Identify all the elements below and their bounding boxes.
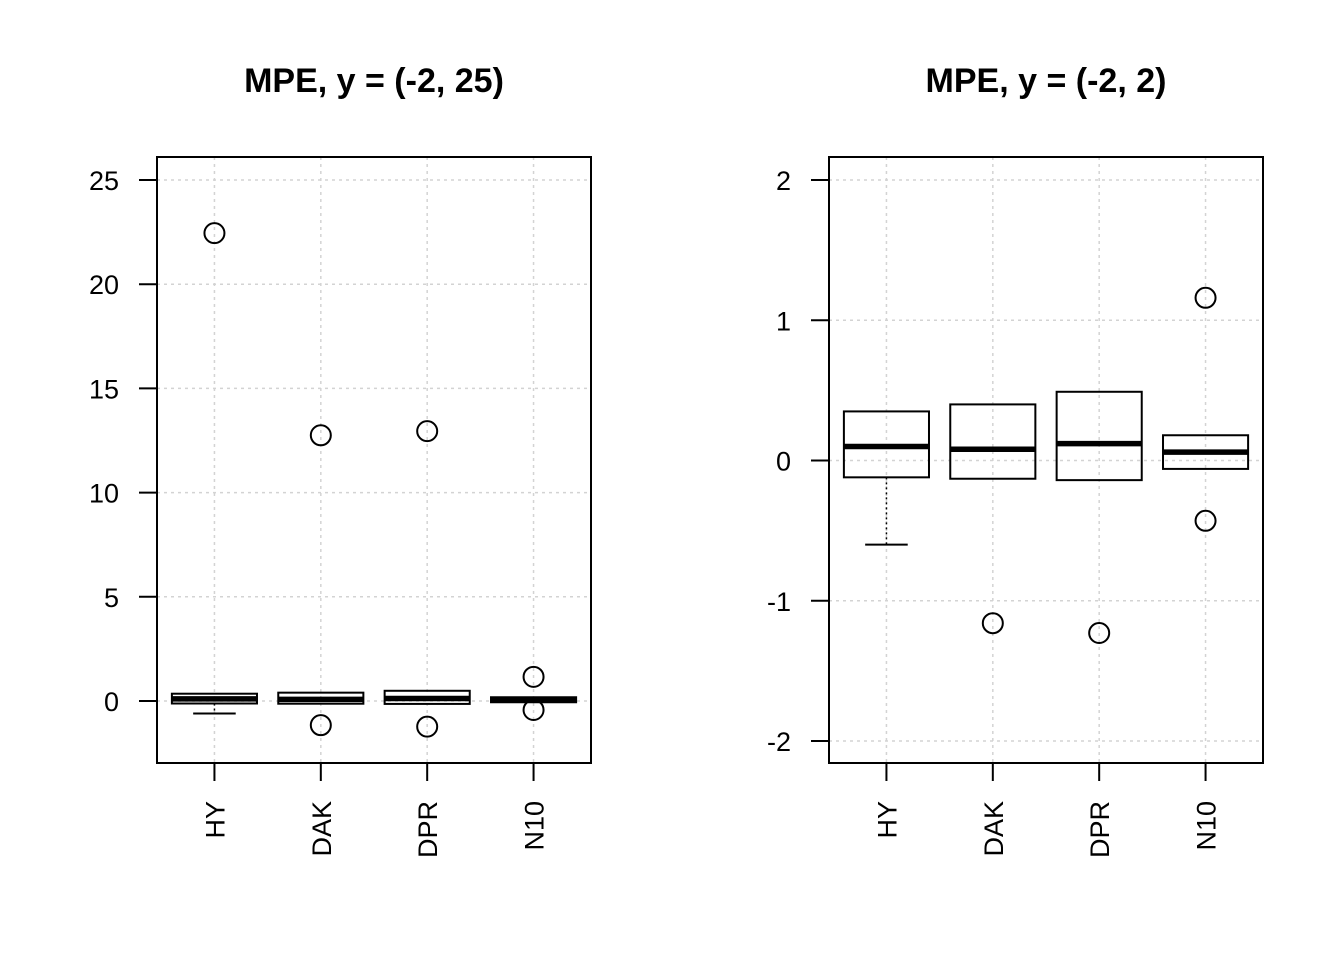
outlier-point <box>522 665 545 688</box>
box-dpr <box>383 420 471 738</box>
outlier-point <box>1194 509 1217 532</box>
box-hy <box>842 410 930 546</box>
y-tick-label: 2 <box>776 166 791 196</box>
y-tick-label: 1 <box>776 306 791 336</box>
outlier-point <box>203 222 226 245</box>
y-tick-label: 10 <box>89 479 119 509</box>
x-tick-label: DPR <box>1085 801 1115 858</box>
x-tick-label: N10 <box>520 801 550 851</box>
box-iqr <box>949 403 1037 480</box>
outlier-point <box>309 714 332 737</box>
box-iqr <box>1055 390 1143 482</box>
box-dak <box>949 403 1037 635</box>
y-tick-label: 15 <box>89 374 119 404</box>
x-tick-label: DAK <box>979 801 1009 857</box>
box-dak <box>277 424 365 737</box>
right-chart-title: MPE, y = (-2, 2) <box>926 62 1167 100</box>
outlier-point <box>981 612 1004 635</box>
grid-lines <box>829 157 1263 763</box>
box-n10 <box>490 665 578 721</box>
y-tick-label: 0 <box>776 447 791 477</box>
y-tick-label: 5 <box>104 583 119 613</box>
outlier-point <box>522 698 545 721</box>
box-hy <box>170 222 258 715</box>
outlier-point <box>416 715 439 738</box>
y-axis: 0 5 10 15 20 25 <box>89 166 157 717</box>
outlier-point <box>416 420 439 443</box>
left-boxplot-panel: MPE, y = (-2, 25) 0 5 10 15 20 25 HY DAK DPR N10 <box>89 62 592 858</box>
x-tick-label: DAK <box>307 801 337 857</box>
plot-frame <box>156 156 592 764</box>
y-tick-label: -1 <box>767 587 791 617</box>
x-tick-label: HY <box>872 801 902 839</box>
y-tick-label: -2 <box>767 727 791 757</box>
outlier-point <box>1194 286 1217 309</box>
outlier-point <box>1088 622 1111 645</box>
left-chart-title: MPE, y = (-2, 25) <box>244 62 504 100</box>
right-boxplot-panel: MPE, y = (-2, 2) -2 -1 0 1 2 HY DAK DPR N10 <box>767 62 1264 858</box>
x-tick-label: DPR <box>413 801 443 858</box>
box-n10 <box>1162 286 1250 532</box>
outlier-point <box>309 424 332 447</box>
x-axis: HY DAK DPR N10 <box>200 763 550 858</box>
y-axis: -2 -1 0 1 2 <box>767 166 829 757</box>
x-axis: HY DAK DPR N10 <box>872 763 1222 858</box>
box-dpr <box>1055 390 1143 645</box>
x-tick-label: N10 <box>1192 801 1222 851</box>
x-tick-label: HY <box>200 801 230 839</box>
y-tick-label: 25 <box>89 166 119 196</box>
y-tick-label: 0 <box>104 687 119 717</box>
y-tick-label: 20 <box>89 270 119 300</box>
grid-lines <box>157 157 591 763</box>
